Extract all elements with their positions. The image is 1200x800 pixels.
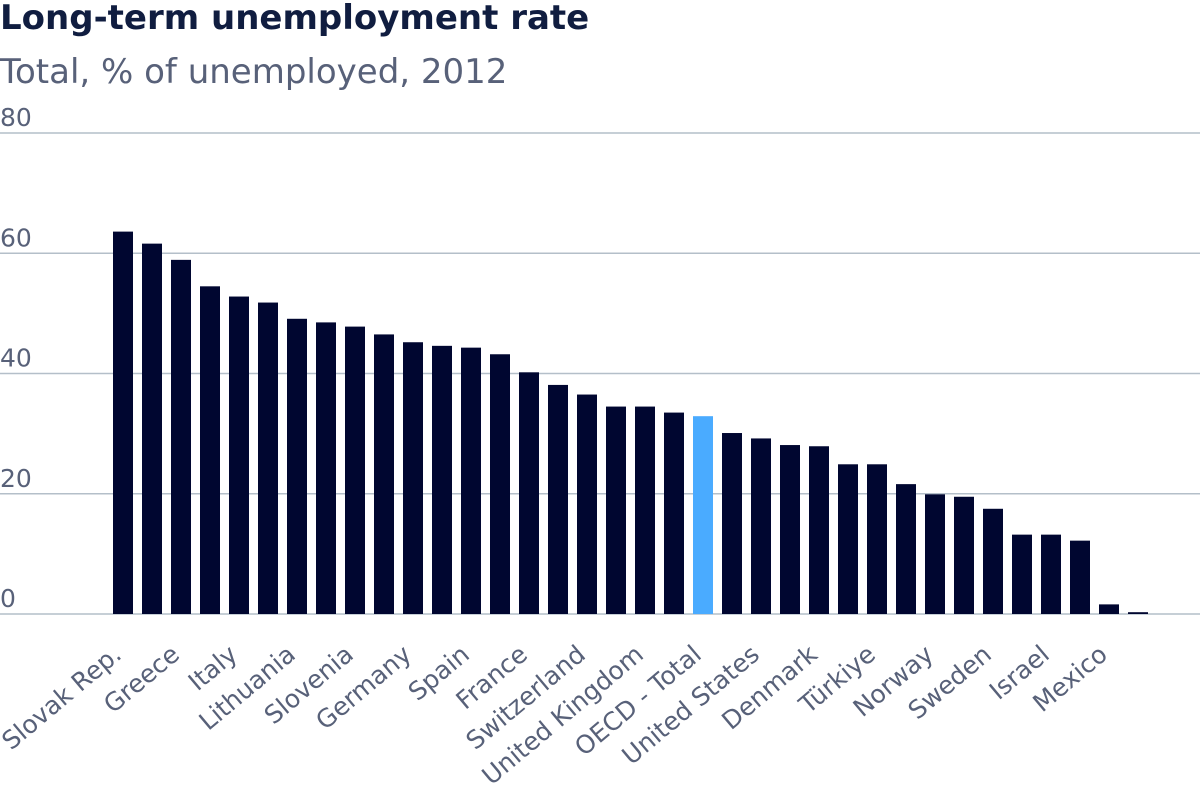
bar bbox=[519, 372, 539, 614]
bar bbox=[490, 354, 510, 614]
bar bbox=[258, 302, 278, 614]
bar-layer bbox=[113, 231, 1148, 615]
bar bbox=[403, 342, 423, 614]
bar bbox=[1041, 534, 1061, 614]
bar bbox=[113, 231, 133, 615]
bar bbox=[548, 384, 568, 614]
y-tick-label: 80 bbox=[0, 103, 32, 132]
bar bbox=[142, 243, 162, 614]
bar bbox=[200, 286, 220, 614]
bar bbox=[577, 394, 597, 614]
y-tick-label: 20 bbox=[0, 464, 32, 493]
bar bbox=[432, 345, 452, 614]
bar bbox=[287, 318, 307, 614]
bar bbox=[1128, 612, 1148, 614]
bar bbox=[345, 326, 365, 614]
bar bbox=[722, 433, 742, 614]
bar bbox=[838, 464, 858, 614]
bar bbox=[461, 347, 481, 614]
bar bbox=[1070, 540, 1090, 614]
bar bbox=[809, 446, 829, 614]
bar bbox=[171, 259, 191, 614]
y-tick-label: 40 bbox=[0, 344, 32, 373]
bar bbox=[896, 484, 916, 614]
bar bbox=[954, 496, 974, 614]
bar bbox=[606, 406, 626, 614]
bar bbox=[229, 296, 249, 614]
bar bbox=[664, 412, 684, 614]
bar bbox=[635, 406, 655, 614]
bar bbox=[983, 508, 1003, 614]
bar bbox=[1099, 604, 1119, 614]
bar bbox=[925, 494, 945, 614]
bar bbox=[316, 322, 336, 614]
bar bbox=[867, 464, 887, 614]
label-layer: Slovak Rep.GreeceItalyLithuaniaSloveniaG… bbox=[0, 639, 1113, 791]
chart-title: Long-term unemployment rate bbox=[0, 0, 590, 38]
y-tick-label: 60 bbox=[0, 223, 32, 252]
bar bbox=[693, 416, 713, 614]
bar bbox=[1012, 534, 1032, 614]
bar bbox=[751, 438, 771, 614]
chart-subtitle: Total, % of unemployed, 2012 bbox=[0, 52, 508, 92]
bar bbox=[780, 445, 800, 614]
y-tick-label: 0 bbox=[0, 584, 16, 613]
bar bbox=[374, 334, 394, 614]
